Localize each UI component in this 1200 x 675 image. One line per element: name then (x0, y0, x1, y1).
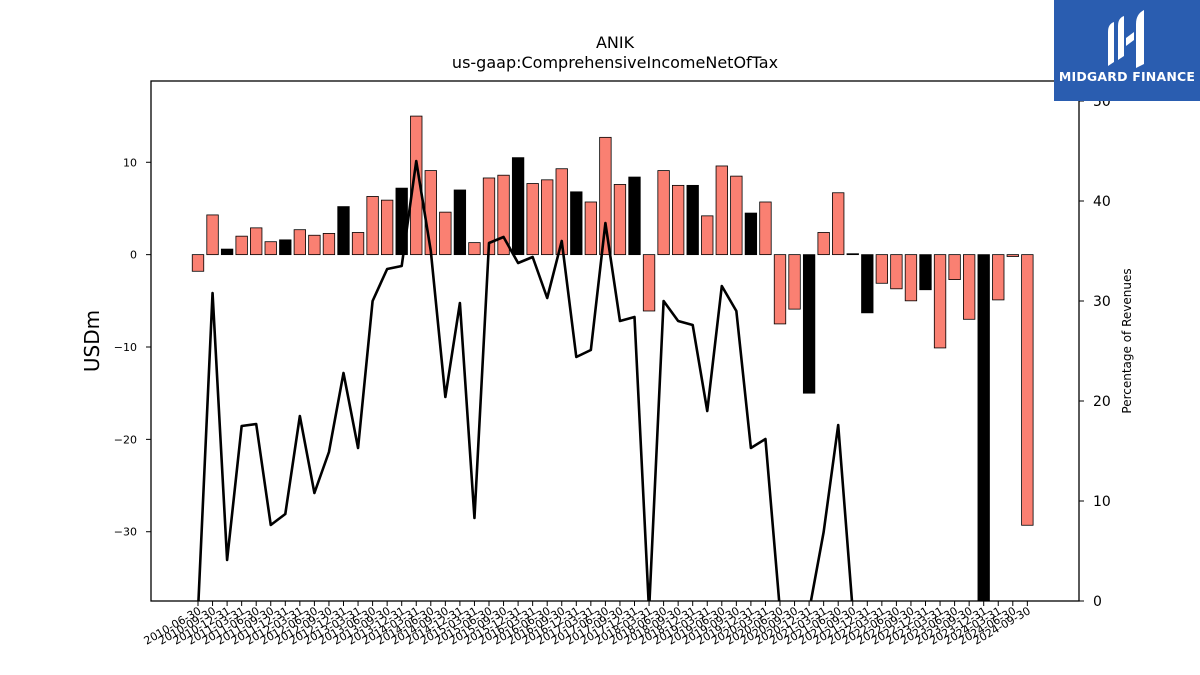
bar-2020-12-31 (802, 254, 816, 394)
bar-2015-09-30 (497, 174, 510, 256)
y-tick-label: −30 (114, 526, 137, 539)
bar-2014-06-30 (424, 170, 437, 256)
y-axis-label: USDm (80, 310, 104, 372)
bars-group (191, 115, 1034, 601)
bar-2013-09-30 (380, 199, 394, 256)
brand-mark-icon (1108, 10, 1144, 68)
bar-2019-06-30 (715, 165, 728, 256)
secondary-y-axis-label: Percentage of Revenues (1120, 268, 1134, 413)
bar-2010-06-30 (191, 254, 205, 272)
bar-2023-03-31 (933, 254, 947, 349)
y2-tick-label: 0 (1093, 594, 1102, 610)
bar-2021-03-31 (817, 232, 830, 256)
bar-2012-03-31 (293, 229, 307, 256)
bar-2010-09-30 (206, 214, 219, 256)
bar-2013-06-30 (366, 196, 379, 256)
bar-2011-03-31 (235, 235, 248, 256)
bar-2024-06-30 (1006, 254, 1019, 257)
y2-tick-label: 10 (1093, 494, 1111, 510)
y2-tick-label: 30 (1093, 294, 1111, 310)
bar-2018-12-31 (686, 184, 699, 256)
bar-2022-12-31 (919, 254, 932, 291)
bar-2018-09-30 (672, 184, 685, 256)
y2-tick-label: 20 (1093, 394, 1111, 410)
bar-2020-09-30 (788, 254, 801, 310)
bar-2024-03-31 (992, 254, 1005, 301)
bar-2022-09-30 (904, 254, 918, 302)
bar-2016-06-30 (541, 179, 554, 256)
y-axis-ticks: −30 −20 −10 0 10 (114, 156, 151, 539)
chart-subtitle: us-gaap:ComprehensiveIncomeNetOfTax (452, 53, 778, 72)
y-tick-label: −20 (114, 433, 137, 446)
bar-2015-12-31 (511, 157, 525, 256)
bar-2018-03-31 (642, 254, 656, 312)
bar-2023-12-31 (977, 254, 990, 601)
bar-2011-09-30 (264, 241, 277, 256)
bar-2014-12-31 (453, 189, 467, 256)
bar-2016-12-31 (570, 191, 583, 256)
bar-2012-06-30 (308, 234, 321, 256)
bar-2015-03-31 (468, 242, 481, 256)
bar-2022-06-30 (890, 254, 903, 290)
bar-2024-09-30 (1021, 254, 1034, 526)
x-axis-ticks: 2010-06-302010-09-302010-12-312011-03-31… (142, 601, 1033, 648)
brand-name: MIDGARD FINANCE (1058, 69, 1196, 84)
bar-2016-03-31 (526, 183, 539, 256)
bar-2018-06-30 (657, 170, 670, 256)
brand-logo: MIDGARD FINANCE (1054, 0, 1200, 101)
bar-2010-12-31 (220, 248, 234, 256)
bar-2021-09-30 (846, 253, 859, 256)
bar-2017-09-30 (613, 184, 627, 256)
bar-2011-06-30 (250, 227, 263, 256)
bar-2022-03-31 (875, 254, 888, 284)
bar-2012-12-31 (337, 206, 350, 256)
bar-2021-06-30 (832, 192, 845, 256)
bar-2017-03-31 (584, 201, 597, 256)
bar-2017-06-30 (599, 136, 612, 256)
chart-title: ANIK (596, 33, 635, 52)
y-tick-label: 10 (123, 156, 137, 169)
bar-2020-03-31 (759, 201, 772, 256)
bar-2020-06-30 (773, 254, 787, 325)
percentage-line (197, 159, 854, 601)
y2-tick-label: 40 (1093, 194, 1111, 210)
bar-2023-06-30 (948, 254, 961, 280)
bar-2016-09-30 (555, 168, 568, 256)
y-tick-label: 0 (130, 249, 137, 262)
y-tick-label: −10 (114, 341, 137, 354)
bar-2021-12-31 (861, 254, 874, 314)
bar-2019-12-31 (744, 212, 758, 256)
bar-2014-03-31 (410, 115, 423, 256)
plot-frame (150, 80, 1080, 602)
bar-2014-09-30 (439, 211, 452, 256)
bar-2019-03-31 (701, 215, 714, 256)
bar-2019-09-30 (730, 175, 743, 256)
bar-2012-09-30 (322, 232, 336, 256)
bar-2013-03-31 (351, 232, 365, 256)
bar-2023-09-30 (963, 254, 976, 320)
bar-2011-12-31 (279, 239, 292, 256)
bar-2017-12-31 (628, 176, 641, 256)
